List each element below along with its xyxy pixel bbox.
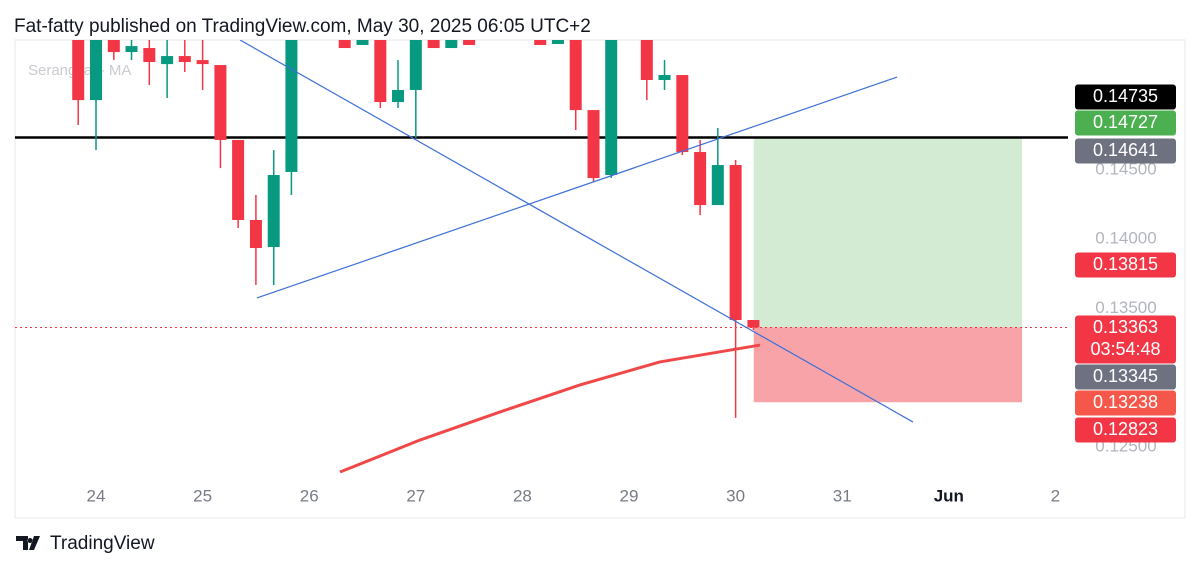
x-tick-label: 29 — [620, 486, 639, 505]
x-tick-label: Jun — [934, 486, 964, 505]
candle-body — [196, 60, 209, 65]
candle-body — [143, 48, 156, 63]
price-label: 0.13363 — [1093, 317, 1158, 337]
candle-body — [249, 220, 262, 248]
price-label: 0.12823 — [1093, 419, 1158, 439]
candle-body — [161, 56, 174, 65]
price-label: 0.13815 — [1093, 254, 1158, 274]
price-label: 0.14735 — [1093, 86, 1158, 106]
x-tick-label: 2 — [1051, 486, 1060, 505]
x-tick-label: 24 — [87, 486, 106, 505]
price-label-box — [1075, 138, 1176, 164]
candle-body — [605, 40, 618, 176]
price-label: 0.13238 — [1093, 392, 1158, 412]
candle-body — [569, 40, 582, 111]
brand: TradingView — [50, 533, 155, 554]
x-tick-label: 31 — [833, 486, 852, 505]
candle-body — [694, 152, 707, 206]
candle-body — [356, 40, 369, 45]
candle-body — [285, 40, 298, 172]
y-tick-label: 0.13500 — [1095, 298, 1156, 317]
candle-body — [178, 56, 191, 63]
moving-average — [339, 343, 761, 474]
candle-body — [72, 40, 85, 101]
chart-frame — [14, 39, 1186, 519]
candle-body — [338, 40, 351, 49]
candle-body — [729, 165, 742, 320]
x-tick-label: 27 — [406, 486, 425, 505]
candle-body — [747, 319, 760, 328]
price-label-box — [1075, 390, 1176, 416]
price-label: 0.14727 — [1093, 112, 1158, 132]
brand-logo — [16, 536, 40, 550]
countdown: 03:54:48 — [1090, 339, 1160, 359]
trend-line — [256, 76, 898, 299]
candle-body — [551, 40, 564, 45]
price-label-box — [1075, 315, 1176, 364]
price-label-box — [1075, 417, 1176, 443]
price-label: 0.14641 — [1093, 140, 1158, 160]
x-tick-label: 26 — [300, 486, 319, 505]
candle-body — [658, 75, 671, 81]
x-tick-label: 28 — [513, 486, 532, 505]
candle-body — [214, 65, 227, 140]
candle-body — [232, 139, 245, 221]
attribution: Fat-fatty published on TradingView.com, … — [14, 16, 591, 37]
candle-body — [534, 40, 547, 45]
x-tick-label: 30 — [726, 486, 745, 505]
plot-area — [15, 40, 1068, 474]
candle-body — [463, 40, 476, 45]
price-label: 0.13345 — [1093, 366, 1158, 386]
candle-body — [125, 46, 138, 53]
y-tick-label: 0.14000 — [1095, 229, 1156, 248]
candle-body — [427, 40, 440, 49]
x-tick-label: 25 — [193, 486, 212, 505]
y-tick-label: 0.14500 — [1095, 160, 1156, 179]
candle-body — [267, 175, 280, 248]
candle-body — [676, 75, 689, 153]
candle-body — [587, 110, 600, 179]
price-label-box — [1075, 110, 1176, 136]
price-label-box — [1075, 252, 1176, 278]
candle-body — [107, 40, 120, 53]
candle-body — [374, 40, 387, 103]
candle-body — [409, 40, 422, 90]
price-label-box — [1075, 364, 1176, 390]
price-label-box — [1075, 84, 1176, 110]
trend-line — [239, 40, 914, 423]
candle-body — [640, 40, 653, 81]
target-zone — [753, 137, 1023, 328]
candle-body — [445, 40, 458, 49]
candle-body — [90, 40, 103, 101]
candle-body — [392, 89, 405, 103]
stop-zone — [753, 327, 1023, 403]
candle-body — [711, 165, 724, 206]
